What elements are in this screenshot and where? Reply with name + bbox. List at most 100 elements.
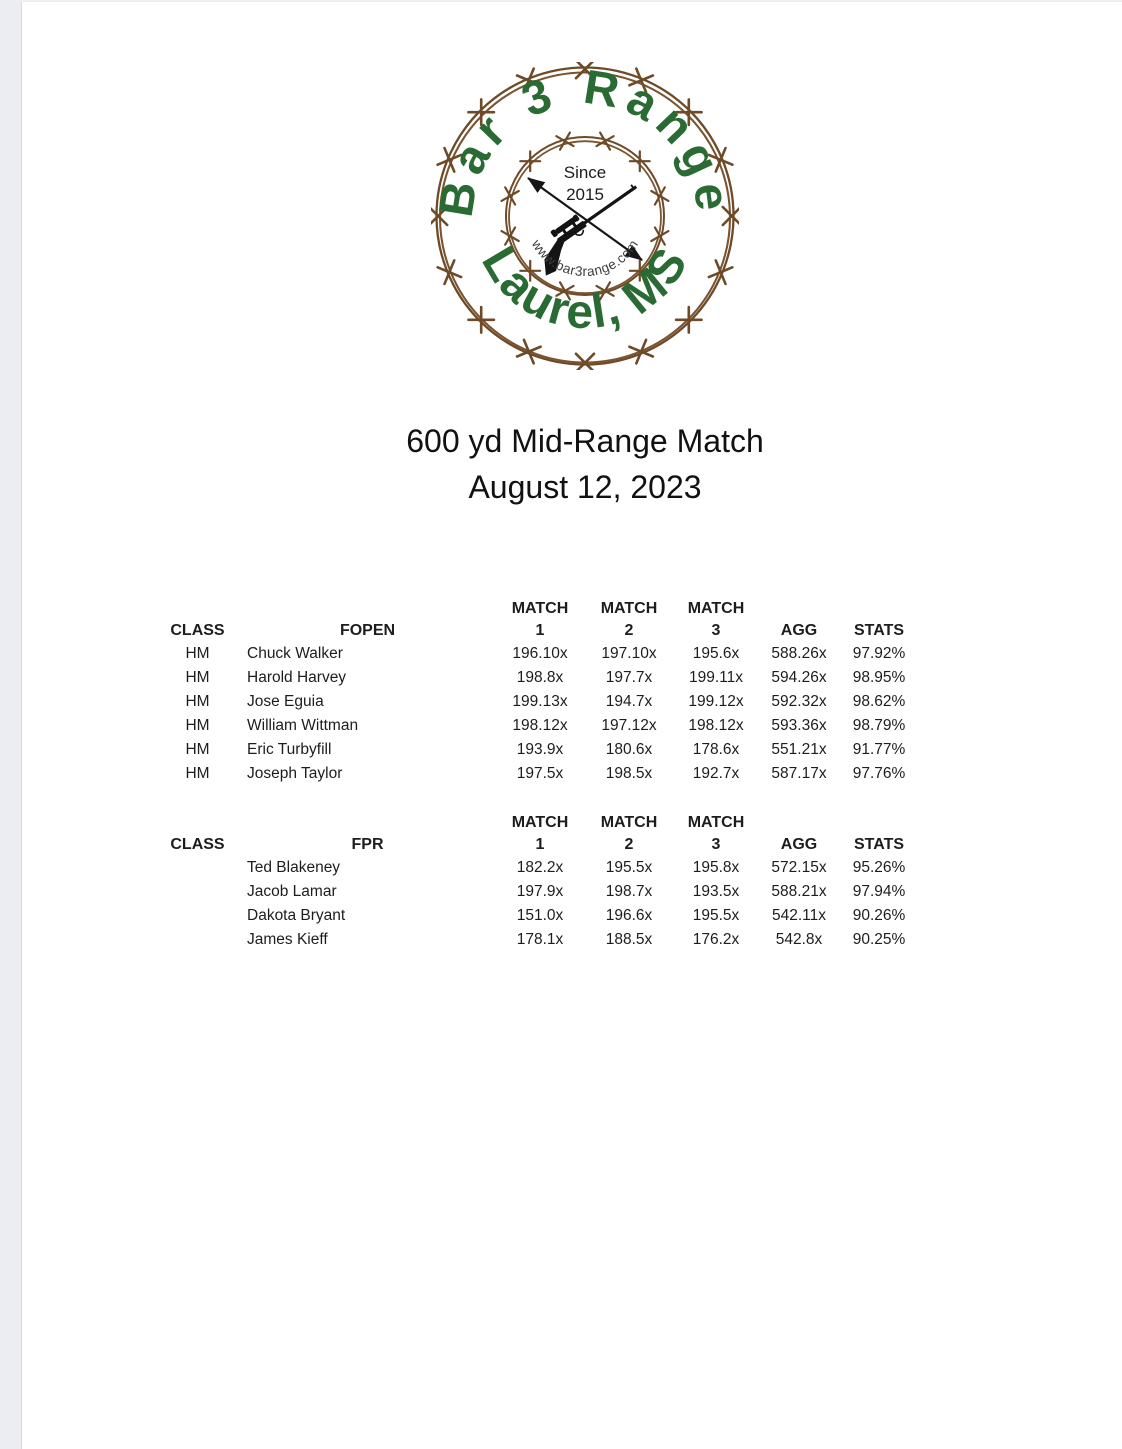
rifle-icon — [544, 184, 638, 276]
cell-m1: 196.10x — [512, 645, 568, 662]
cell-m3: 195.5x — [692, 907, 740, 924]
cell-agg: 542.8x — [775, 931, 823, 948]
cell-name: Joseph Taylor — [247, 765, 343, 782]
cell-m2: 194.7x — [605, 693, 653, 710]
cell-class — [155, 856, 240, 880]
agg-header: AGG — [780, 622, 818, 639]
table-row: Jacob Lamar 197.9x 198.7x 193.5x 588.21x 97.9… — [155, 880, 919, 904]
division-header: FPR — [351, 836, 384, 853]
cell-stats: 97.94% — [852, 883, 906, 900]
since-text-line2: 2015 — [566, 185, 604, 204]
cell-m2: 196.6x — [605, 907, 653, 924]
column-header-row: CLASS FOPEN 1 2 3 AGG STATS — [155, 620, 919, 642]
cell-name: Eric Turbyfill — [247, 741, 332, 758]
cell-class — [155, 904, 240, 928]
cell-stats: 95.26% — [852, 859, 906, 876]
table-row: HM Harold Harvey 198.8x 197.7x 199.11x 594.26… — [155, 666, 919, 690]
cell-agg: 594.26x — [771, 669, 827, 686]
match3-number: 3 — [711, 836, 721, 853]
cell-class: HM — [185, 669, 210, 686]
cell-m1: 199.13x — [512, 693, 568, 710]
cell-m1: 151.0x — [516, 907, 564, 924]
cell-name: Jacob Lamar — [247, 883, 337, 900]
cell-m1: 193.9x — [516, 741, 564, 758]
since-text-line1: Since — [564, 163, 607, 182]
page-title-line2: August 12, 2023 — [468, 469, 702, 505]
table-row: HM Jose Eguia 199.13x 194.7x 199.12x 592.32x 9… — [155, 690, 919, 714]
cell-name: James Kieff — [247, 931, 328, 948]
match3-header: MATCH — [687, 600, 745, 617]
cell-m3: 199.11x — [688, 669, 743, 686]
cell-stats: 98.95% — [852, 669, 906, 686]
cell-m3: 195.6x — [692, 645, 740, 662]
cell-class: HM — [185, 741, 210, 758]
results-section: MATCH MATCH MATCH CLASS FOPEN 1 2 3 AGG … — [155, 598, 919, 952]
match-header-row: MATCH MATCH MATCH — [155, 812, 919, 834]
cell-name: Dakota Bryant — [247, 907, 346, 924]
cell-m1: 197.5x — [516, 765, 564, 782]
table-row: HM Eric Turbyfill 193.9x 180.6x 178.6x 551.21… — [155, 738, 919, 762]
cell-stats: 98.79% — [852, 717, 906, 734]
cell-stats: 98.62% — [852, 693, 906, 710]
table-row: HM William Wittman 198.12x 197.12x 198.12x 59… — [155, 714, 919, 738]
cell-class: HM — [185, 645, 210, 662]
cell-name: Jose Eguia — [247, 693, 324, 710]
match3-header: MATCH — [687, 814, 745, 831]
match2-header: MATCH — [600, 600, 658, 617]
table-row: James Kieff 178.1x 188.5x 176.2x 542.8x 90.25… — [155, 928, 919, 952]
agg-header: AGG — [780, 836, 818, 853]
match1-header: MATCH — [511, 814, 569, 831]
division-header: FOPEN — [339, 622, 396, 639]
cell-stats: 97.76% — [852, 765, 906, 782]
match2-header: MATCH — [600, 814, 658, 831]
range-logo-svg: Bar 3 Range Laurel, MS Since 2015 www.ba… — [427, 58, 743, 374]
cell-agg: 572.15x — [771, 859, 827, 876]
cell-agg: 551.21x — [771, 741, 827, 758]
cell-class — [155, 880, 240, 904]
page-title: 600 yd Mid-Range Match August 12, 2023 — [406, 418, 764, 510]
cell-class: HM — [185, 693, 210, 710]
barbed-wire-outer-ring — [427, 58, 743, 374]
match3-number: 3 — [711, 622, 721, 639]
cell-stats: 90.26% — [852, 907, 906, 924]
cell-name: Ted Blakeney — [247, 859, 341, 876]
cell-m2: 198.7x — [605, 883, 653, 900]
range-logo: Bar 3 Range Laurel, MS Since 2015 www.ba… — [427, 58, 743, 374]
barbed-wire-inner-ring — [500, 131, 670, 301]
page-title-line1: 600 yd Mid-Range Match — [406, 423, 764, 459]
results-table-fpr: MATCH MATCH MATCH CLASS FPR 1 2 3 AGG ST… — [155, 812, 919, 952]
cell-m1: 198.8x — [516, 669, 564, 686]
cell-m1: 198.12x — [512, 717, 568, 734]
cell-m3: 199.12x — [688, 693, 744, 710]
cell-m3: 192.7x — [692, 765, 740, 782]
class-header: CLASS — [170, 836, 225, 853]
viewer-gutter — [0, 0, 22, 1449]
cell-m3: 178.6x — [692, 741, 740, 758]
table-row: Dakota Bryant 151.0x 196.6x 195.5x 542.11x 90… — [155, 904, 919, 928]
cell-m2: 198.5x — [605, 765, 653, 782]
match2-number: 2 — [624, 836, 634, 853]
cell-m2: 197.12x — [601, 717, 657, 734]
cell-m2: 197.10x — [601, 645, 657, 662]
table-row: Ted Blakeney 182.2x 195.5x 195.8x 572.15x 95.… — [155, 856, 919, 880]
match1-number: 1 — [535, 622, 545, 639]
cell-agg: 588.26x — [771, 645, 827, 662]
match2-number: 2 — [624, 622, 634, 639]
cell-m2: 180.6x — [605, 741, 653, 758]
table-row: HM Joseph Taylor 197.5x 198.5x 192.7x 587.17x… — [155, 762, 919, 786]
cell-name: Harold Harvey — [247, 669, 347, 686]
cell-agg: 593.36x — [771, 717, 827, 734]
cell-m2: 197.7x — [605, 669, 653, 686]
cell-class — [155, 928, 240, 952]
cell-agg: 592.32x — [771, 693, 827, 710]
stats-header: STATS — [853, 836, 905, 853]
crossed-arrow-icon — [527, 177, 643, 261]
cell-stats: 91.77% — [852, 741, 906, 758]
cell-stats: 90.25% — [852, 931, 906, 948]
cell-class: HM — [185, 765, 210, 782]
cell-m3: 198.12x — [688, 717, 744, 734]
cell-agg: 542.11x — [771, 907, 826, 924]
cell-name: Chuck Walker — [247, 645, 343, 662]
viewer-top-edge — [0, 0, 1122, 2]
class-header: CLASS — [170, 622, 225, 639]
